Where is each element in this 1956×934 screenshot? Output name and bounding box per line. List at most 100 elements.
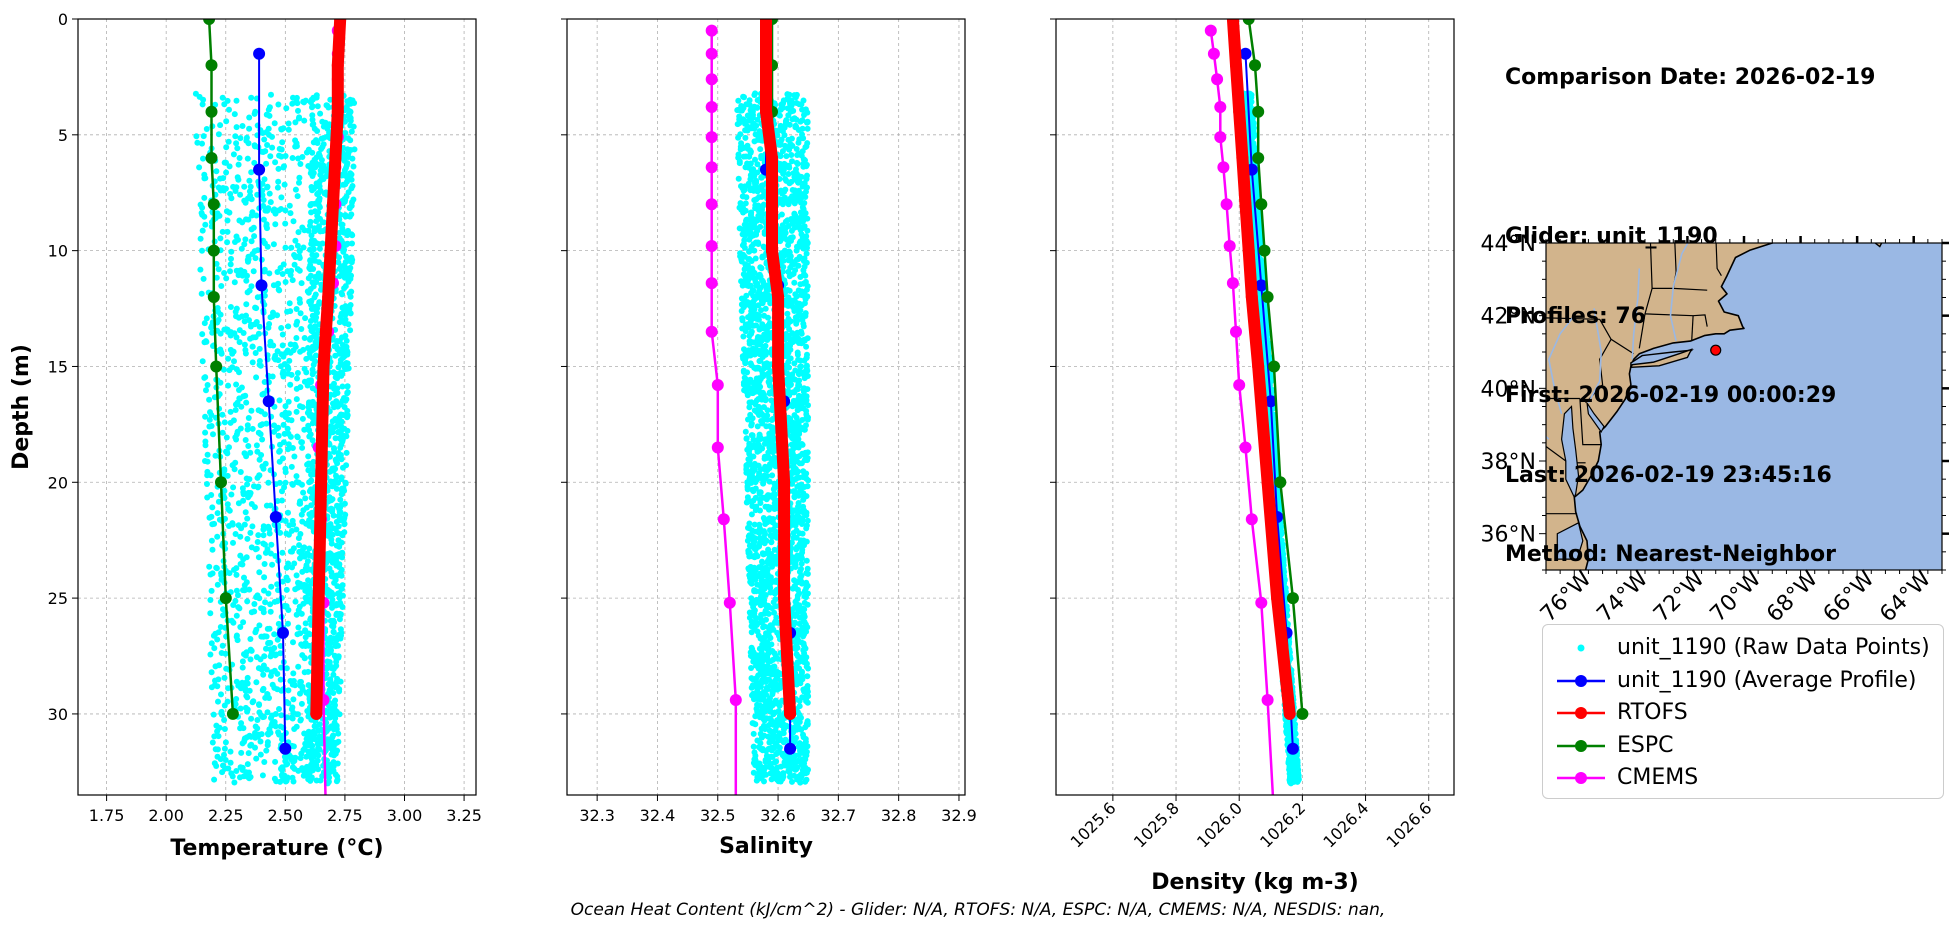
raw-data-point — [220, 606, 226, 613]
raw-data-point — [287, 308, 294, 315]
raw-data-point — [788, 152, 795, 158]
raw-data-point — [339, 438, 346, 445]
raw-data-point — [280, 421, 287, 428]
raw-data-point — [333, 542, 340, 549]
raw-data-point — [309, 116, 316, 123]
raw-data-point — [275, 432, 282, 439]
raw-data-point — [220, 366, 227, 373]
raw-data-point — [333, 474, 340, 481]
raw-data-point — [314, 191, 321, 198]
raw-data-point — [326, 565, 333, 572]
raw-data-point — [337, 678, 344, 685]
raw-data-point — [268, 91, 274, 98]
raw-data-point — [319, 240, 326, 247]
raw-data-point — [338, 263, 345, 270]
raw-data-point — [741, 244, 748, 251]
raw-data-point — [780, 167, 787, 173]
raw-data-point — [296, 296, 303, 303]
raw-data-point — [251, 483, 257, 490]
raw-data-point — [263, 160, 270, 167]
raw-data-point — [227, 346, 234, 353]
raw-data-point — [347, 309, 354, 316]
raw-data-point — [332, 664, 339, 670]
raw-data-point — [336, 509, 343, 515]
raw-data-point — [759, 254, 766, 261]
raw-data-point — [289, 481, 296, 487]
raw-data-point — [223, 665, 230, 672]
raw-data-point — [244, 155, 251, 162]
raw-data-point — [749, 478, 756, 484]
raw-data-point — [208, 492, 215, 498]
raw-data-point — [346, 204, 353, 211]
raw-data-point — [766, 390, 773, 397]
raw-data-point — [349, 155, 356, 162]
raw-data-point — [293, 396, 300, 403]
raw-data-point — [239, 664, 246, 671]
raw-data-point — [242, 437, 249, 443]
raw-data-point — [218, 283, 225, 289]
raw-data-point — [348, 128, 355, 135]
raw-data-point — [783, 177, 790, 184]
raw-data-point — [336, 229, 343, 236]
raw-data-point — [202, 221, 209, 228]
raw-data-point — [275, 165, 282, 172]
raw-data-point — [786, 164, 793, 171]
raw-data-point — [253, 305, 260, 312]
raw-data-point — [301, 117, 308, 124]
raw-data-point — [274, 636, 281, 643]
raw-data-point — [757, 500, 764, 506]
raw-data-point — [327, 478, 334, 485]
raw-data-point — [315, 270, 322, 277]
raw-data-point — [738, 308, 745, 314]
raw-data-point — [237, 552, 244, 559]
raw-data-point — [203, 387, 209, 394]
raw-data-point — [242, 347, 249, 353]
raw-data-point — [259, 421, 266, 428]
raw-data-point — [343, 253, 349, 260]
raw-data-point — [336, 595, 343, 601]
raw-data-point — [224, 472, 231, 479]
raw-data-point — [278, 194, 285, 201]
raw-data-point — [256, 622, 263, 629]
raw-data-point — [242, 685, 249, 692]
raw-data-point — [242, 509, 249, 516]
raw-data-point — [322, 166, 329, 172]
raw-data-point — [290, 218, 297, 225]
raw-data-point — [334, 338, 341, 345]
raw-data-point — [311, 156, 318, 163]
raw-data-point — [338, 411, 344, 418]
raw-data-point — [225, 685, 232, 692]
raw-data-point — [761, 517, 768, 524]
raw-data-point — [224, 228, 231, 235]
raw-data-point — [748, 675, 755, 682]
raw-data-point — [317, 167, 324, 174]
series-marker — [322, 291, 335, 303]
raw-data-point — [221, 487, 228, 494]
raw-data-point — [326, 591, 333, 597]
raw-data-point — [262, 460, 269, 467]
raw-data-point — [743, 292, 750, 299]
raw-data-point — [263, 129, 270, 135]
raw-data-point — [200, 133, 207, 140]
raw-data-point — [348, 259, 355, 266]
y-tick-label: 15 — [48, 357, 68, 376]
raw-data-point — [245, 415, 252, 421]
raw-data-point — [255, 330, 262, 337]
raw-data-point — [302, 97, 309, 104]
raw-data-point — [758, 182, 765, 189]
series-marker — [334, 19, 347, 25]
series-marker — [331, 105, 344, 118]
raw-data-point — [237, 469, 244, 475]
raw-data-point — [800, 503, 807, 510]
raw-data-point — [349, 240, 355, 247]
raw-data-point — [312, 317, 319, 324]
raw-data-point — [236, 369, 242, 376]
raw-data-point — [254, 725, 261, 732]
x-tick-label: 3.25 — [446, 806, 482, 825]
raw-data-point — [275, 178, 282, 185]
raw-data-point — [766, 374, 773, 381]
raw-data-point — [199, 331, 206, 338]
raw-data-point — [206, 563, 213, 570]
raw-data-point — [199, 101, 206, 108]
raw-data-point — [330, 628, 337, 635]
